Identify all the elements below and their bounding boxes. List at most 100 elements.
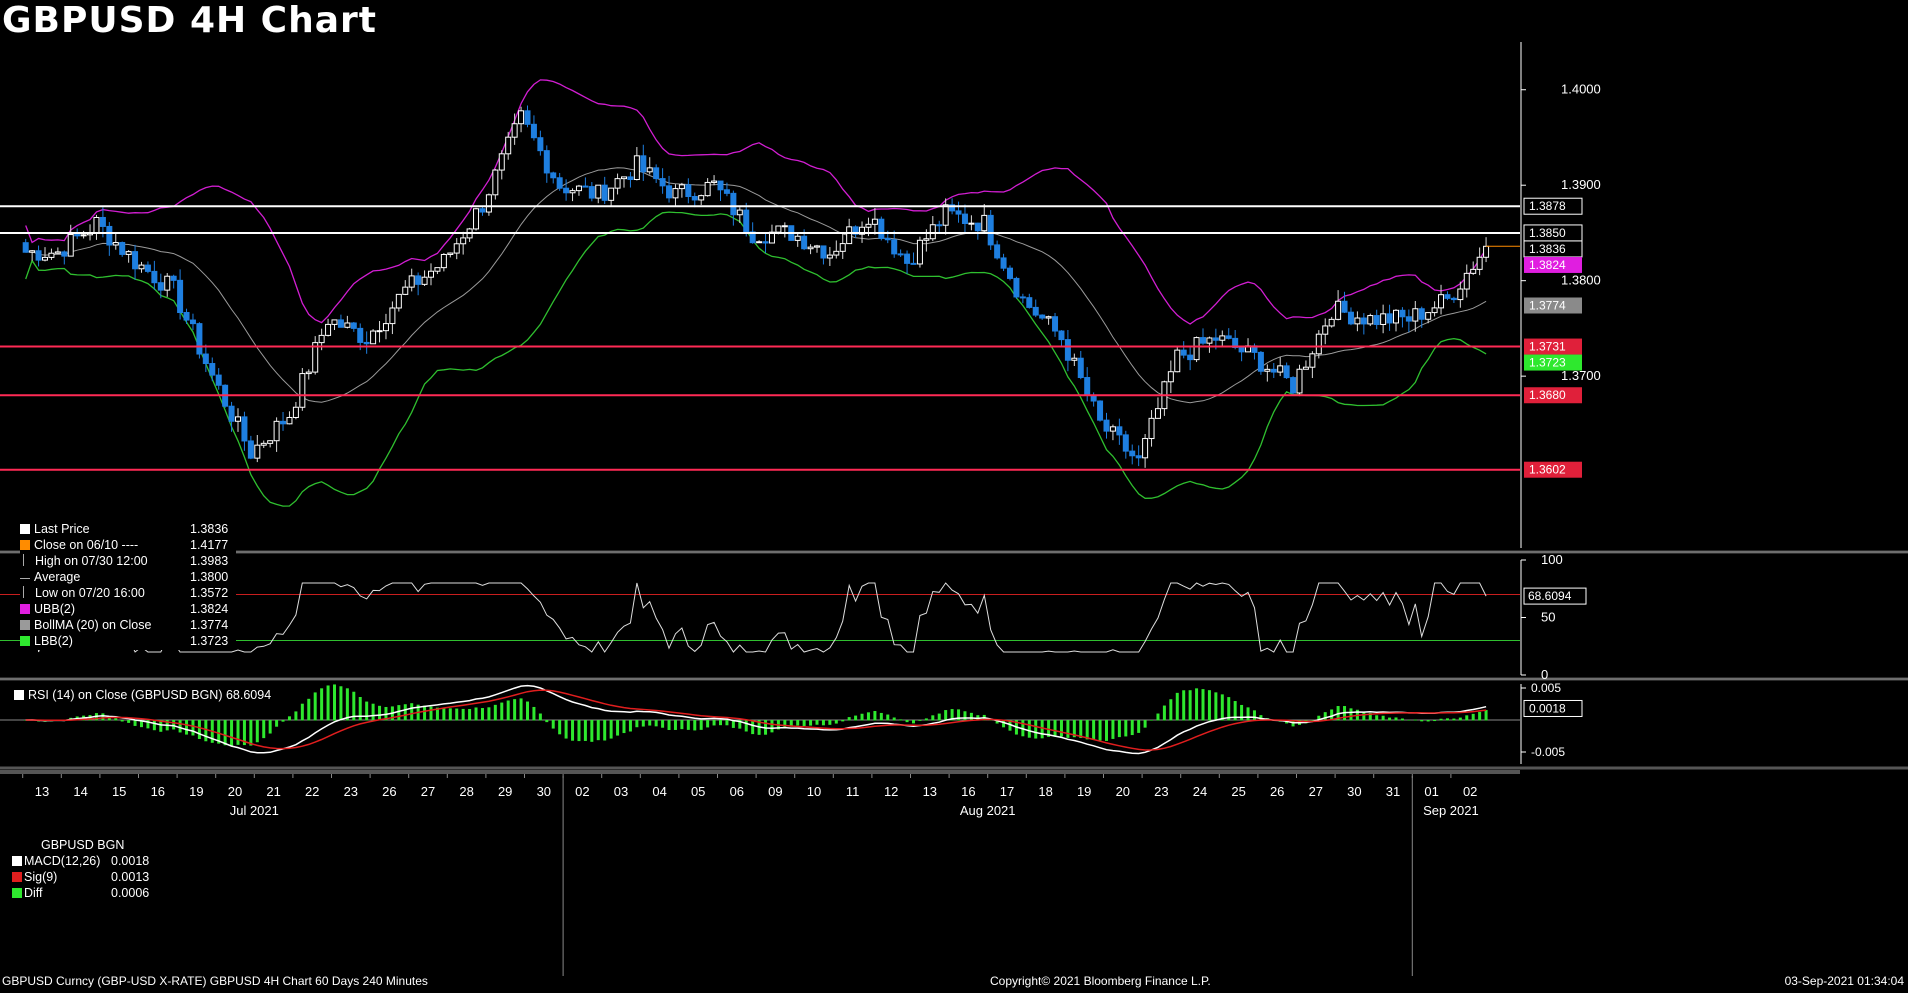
candle-body — [904, 253, 911, 264]
macd-diff-bar — [1214, 692, 1218, 721]
candle — [1270, 363, 1277, 378]
candle-body — [344, 322, 351, 328]
candle — [132, 244, 139, 280]
candle-body — [627, 176, 634, 181]
candle-body — [1097, 400, 1104, 421]
macd-diff-bar — [333, 684, 336, 721]
candle-body — [563, 187, 570, 194]
macd-diff-bar — [1349, 708, 1353, 721]
candle-body — [1476, 256, 1483, 270]
candle-body — [543, 150, 550, 174]
macd-diff-bar — [719, 720, 722, 726]
candle — [337, 314, 344, 328]
candle — [569, 188, 576, 202]
macd-diff-bar — [146, 720, 150, 729]
legend-value: 1.3723 — [190, 634, 229, 648]
macd-diff-bar — [1188, 690, 1192, 721]
candle — [1360, 313, 1367, 335]
macd-label: MACD(12,26) — [24, 854, 101, 868]
low-marker-icon — [23, 586, 31, 598]
candle-body — [473, 208, 480, 230]
day-label: 13 — [35, 784, 49, 799]
macd-diff-bar — [1388, 717, 1392, 721]
day-label: 11 — [846, 784, 860, 799]
macd-diff-bar — [963, 711, 967, 721]
macd-diff-bar — [345, 688, 349, 721]
candle — [1386, 304, 1393, 331]
macd-diff-bar — [873, 711, 877, 721]
candle — [312, 336, 319, 375]
macd-diff-bar — [809, 720, 813, 726]
red-square-icon — [12, 872, 22, 882]
candle-body — [698, 195, 705, 201]
candle — [473, 207, 480, 231]
candle-body — [415, 275, 422, 285]
candle — [125, 250, 132, 263]
candle — [1470, 261, 1477, 275]
candle — [1444, 291, 1451, 301]
macd-diff-bar — [738, 720, 742, 729]
macd-diff-bar — [152, 720, 156, 731]
candle — [762, 233, 769, 253]
candle — [54, 247, 61, 254]
candle-body — [666, 185, 673, 199]
candle — [157, 273, 164, 299]
candle — [202, 344, 209, 373]
day-label: 19 — [189, 784, 203, 799]
macd-diff-bar — [1465, 715, 1469, 721]
candle-body — [505, 136, 512, 155]
price-label-text: 1.3602 — [1529, 463, 1566, 477]
candle-body — [370, 330, 377, 345]
macd-diff-bar — [101, 713, 105, 721]
rsi-tick-label: 0 — [1541, 667, 1548, 682]
candle — [1425, 312, 1432, 324]
candle-body — [1393, 309, 1399, 324]
candle — [235, 408, 241, 432]
macd-diff-bar — [834, 720, 838, 724]
candle-body — [460, 237, 467, 245]
legend-label: UBB(2) — [34, 602, 75, 616]
day-label: 12 — [884, 784, 898, 799]
candle-body — [318, 334, 325, 344]
candle — [1000, 253, 1007, 272]
candle-body — [1206, 337, 1213, 344]
macd-diff-bar — [1317, 715, 1321, 721]
macd-diff-bar — [751, 720, 755, 735]
candle-body — [1238, 346, 1245, 353]
macd-diff-bar — [641, 720, 645, 727]
candle-body — [775, 225, 782, 233]
candle — [106, 222, 113, 256]
candle — [408, 268, 415, 292]
candle — [955, 201, 962, 223]
candle-body — [1071, 357, 1078, 361]
candle — [389, 301, 396, 335]
macd-diff-bar — [924, 718, 928, 721]
candle — [286, 411, 293, 425]
candle — [1264, 364, 1271, 382]
footer-security-description: GBPUSD Curncy (GBP-USD X-RATE) GBPUSD 4H… — [2, 974, 428, 988]
legend-label: Close on 06/10 ---- — [34, 538, 139, 552]
price-label-box: 1.3602 — [1524, 461, 1582, 478]
candle — [492, 168, 499, 200]
day-label: 25 — [1231, 784, 1245, 799]
candle — [871, 208, 878, 235]
rsi-tick-label: 100 — [1541, 552, 1563, 567]
candle-body — [119, 242, 126, 255]
candle — [1052, 312, 1059, 337]
legend-item-average: Average 1.3800 — [20, 570, 236, 586]
macd-diff-bar — [545, 720, 549, 723]
candle-body — [241, 416, 248, 442]
candle-body — [170, 275, 177, 281]
candle-body — [871, 218, 878, 225]
candle-body — [106, 225, 113, 246]
candle-body — [929, 224, 936, 240]
candle-body — [325, 323, 332, 336]
candle-body — [1019, 296, 1026, 299]
legend-item-ubb: UBB(2) 1.3824 — [20, 602, 236, 618]
macd-diff-bar — [127, 720, 131, 723]
candle — [1418, 306, 1425, 328]
candle — [994, 240, 1001, 260]
macd-diff-bar — [397, 705, 401, 721]
candle-body — [1483, 245, 1490, 258]
